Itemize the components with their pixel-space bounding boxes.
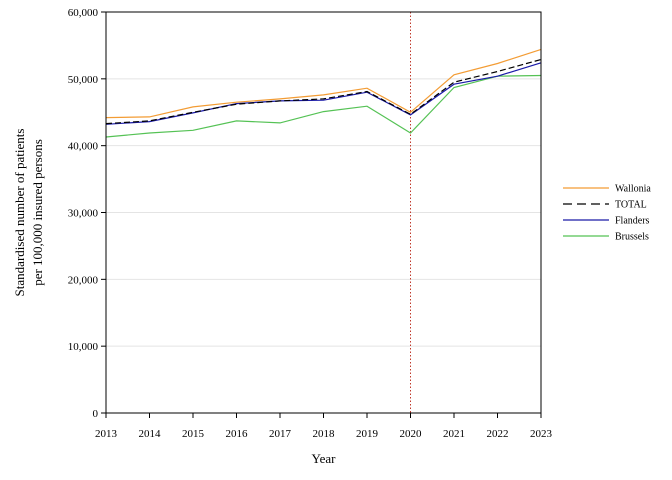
y-tick-label: 0 bbox=[93, 408, 99, 420]
y-axis-title: Standardised number of patients per 100,… bbox=[12, 129, 45, 297]
x-tick-label: 2017 bbox=[269, 428, 292, 440]
y-tick-label: 40,000 bbox=[68, 141, 99, 153]
series-layer bbox=[105, 48, 542, 138]
x-tick-label: 2021 bbox=[443, 428, 465, 440]
x-tick-label: 2019 bbox=[356, 428, 379, 440]
y-tick-label: 50,000 bbox=[68, 74, 99, 86]
x-axis: 2013 2014 2015 2016 2017 2018 2019 2020 2021 2022… bbox=[95, 413, 553, 440]
x-tick-label: 2022 bbox=[487, 428, 509, 440]
x-tick-label: 2014 bbox=[139, 428, 162, 440]
y-tick-label: 30,000 bbox=[68, 208, 99, 220]
legend-label-brussels: Brussels bbox=[615, 232, 649, 243]
x-tick-label: 2023 bbox=[530, 428, 553, 440]
legend: Wallonia TOTAL Flanders Brussels bbox=[563, 184, 651, 243]
gridlines bbox=[106, 11, 541, 347]
series-line-wallonia bbox=[105, 48, 542, 119]
x-axis-title: Year bbox=[312, 451, 337, 466]
x-tick-label: 2016 bbox=[226, 428, 249, 440]
x-tick-label: 2013 bbox=[95, 428, 118, 440]
legend-label-total: TOTAL bbox=[615, 200, 647, 211]
series-line-brussels bbox=[105, 74, 542, 138]
legend-label-wallonia: Wallonia bbox=[615, 184, 651, 195]
y-tick-label: 10,000 bbox=[68, 341, 99, 353]
x-tick-label: 2015 bbox=[182, 428, 205, 440]
x-tick-label: 2020 bbox=[400, 428, 423, 440]
y-axis-title-line-1: Standardised number of patients bbox=[12, 129, 27, 297]
y-tick-label: 60,000 bbox=[68, 7, 99, 19]
y-axis: 0 10,000 20,000 30,000 40,000 50,000 60,000 bbox=[68, 7, 106, 420]
y-tick-label: 20,000 bbox=[68, 274, 99, 286]
series-line-total bbox=[105, 58, 542, 125]
series-line-flanders bbox=[105, 62, 542, 125]
y-axis-title-line-2: per 100,000 insured persons bbox=[30, 139, 45, 286]
legend-label-flanders: Flanders bbox=[615, 216, 650, 227]
x-tick-label: 2018 bbox=[313, 428, 336, 440]
